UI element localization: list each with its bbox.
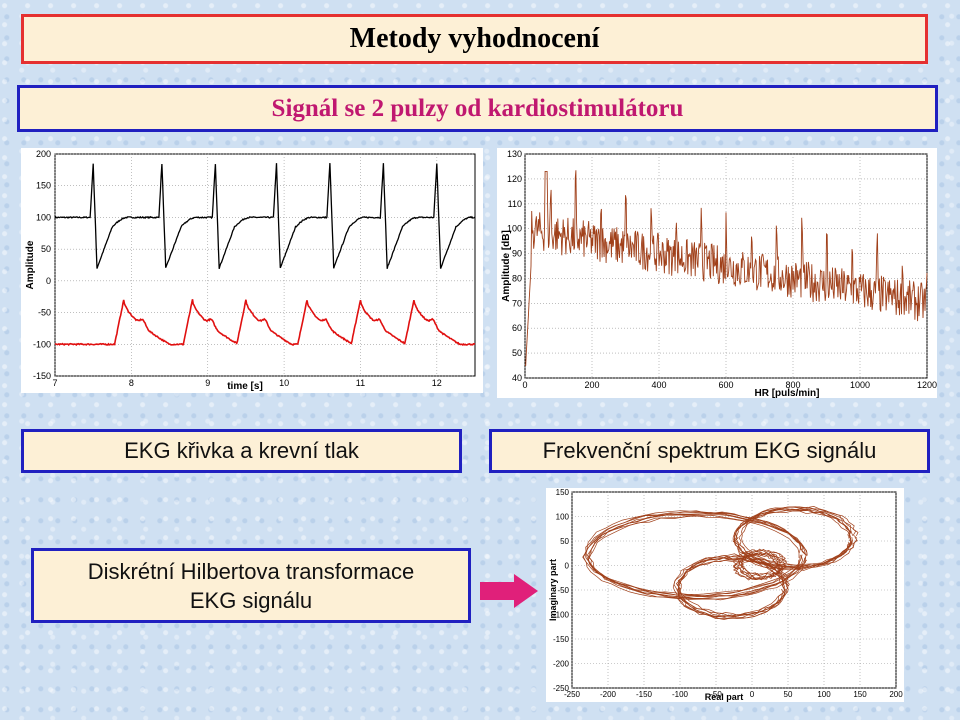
spectrum-y-axis-label: Amplitude [dB] [501,230,512,302]
hilbert-chart-panel: -250 -200 -150 -100 -50 0 50 100 150 200 150 100 50 0… [546,488,904,702]
hilbert-caption-box: Diskrétní Hilbertova transformace EKG si… [31,548,471,623]
subtitle-banner: Signál se 2 pulzy od kardiostimulátoru [17,85,938,132]
hilbert-loop-3 [676,558,789,620]
ekg-chart: 7 8 9 10 11 12 200 150 100 50 0 -50 -100 -150 time [s]… [25,149,476,392]
hilbert-loop-3 [672,557,785,619]
ekg-x-tick-label: 11 [356,378,365,388]
hilbert-x-tick-label: -100 [672,690,689,699]
ekg-y-tick-label: 50 [41,244,51,254]
spectrum-y-tick-label: 70 [512,298,522,308]
ekg-y-tick-label: 0 [46,276,51,286]
spectrum-x-axis-label: HR [puls/min] [755,388,820,398]
ekg-y-tick-label: 200 [36,149,51,159]
spectrum-chart: 0 200 400 600 800 1000 1200 130 120 110 100 90 80 70 6… [501,149,937,399]
hilbert-loop-2 [733,508,853,568]
spectrum-chart-panel: 0 200 400 600 800 1000 1200 130 120 110 100 90 80 70 6… [497,148,937,399]
ekg-y-tick-label: -50 [38,308,51,318]
spectrum-y-tick-label: 100 [507,224,522,234]
spectrum-y-tick-label: 50 [512,348,522,358]
hilbert-loop-4 [732,554,781,581]
hilbert-loop-2 [734,510,852,571]
spectrum-y-tick-label: 60 [512,323,522,333]
hilbert-x-tick-label: 150 [853,690,867,699]
spectrum-x-tick-label: 1200 [917,380,937,390]
hilbert-caption-line1: Diskrétní Hilbertova transformace [87,558,415,584]
spectrum-y-tick-label: 110 [508,199,522,209]
hilbert-loop-4 [739,551,787,580]
ekg-x-tick-label: 12 [432,378,442,388]
hilbert-y-tick-label: 150 [556,488,570,497]
hilbert-x-tick-label: -200 [600,690,617,699]
spectrum-y-tick-label: 80 [512,273,522,283]
spectrum-x-tick-label: 800 [785,380,800,390]
ekg-y-tick-label: -150 [33,371,51,381]
hilbert-loop-2 [735,506,854,567]
spectrum-y-tick-label: 40 [512,373,522,383]
ekg-x-tick-label: 10 [279,378,289,388]
ekg-x-tick-label: 7 [52,378,57,388]
hilbert-caption-line2: EKG signálu [189,587,313,613]
spectrum-x-tick-label: 1000 [850,380,870,390]
right-arrow-icon [480,574,538,608]
ekg-x-tick-label: 9 [205,378,210,388]
hilbert-x-tick-label: -150 [636,690,653,699]
spectrum-y-tick-label: 120 [507,174,522,184]
spectrum-y-tick-label: 90 [512,249,522,259]
hilbert-x-tick-label: 200 [889,690,903,699]
ekg-x-tick-label: 8 [129,378,134,388]
spectrum-caption-box: Frekvenční spektrum EKG signálu [489,429,930,473]
title-banner: Metody vyhodnocení [21,14,928,64]
hilbert-y-tick-label: -200 [553,660,570,669]
hilbert-x-tick-label: 50 [784,690,793,699]
spectrum-x-tick-label: 0 [522,380,527,390]
hilbert-loop-4 [740,548,787,577]
hilbert-loop-2 [738,508,858,570]
hilbert-y-tick-label: 0 [565,562,570,571]
hilbert-x-tick-label: 100 [817,690,831,699]
page-title: Metody vyhodnocení [349,23,600,54]
ekg-series-line [54,163,476,269]
page-subtitle: Signál se 2 pulzy od kardiostimulátoru [271,94,684,122]
ekg-chart-panel: 7 8 9 10 11 12 200 150 100 50 0 -50 -100 -150 time [s]… [21,148,483,393]
ekg-plot-area [54,153,476,377]
ekg-y-axis-label: Amplitude [25,240,36,289]
hilbert-y-tick-label: -250 [553,684,570,693]
hilbert-y-tick-label: -150 [553,635,570,644]
ekg-y-tick-label: 100 [36,212,51,222]
ekg-caption-box: EKG křivka a krevní tlak [21,429,462,473]
hilbert-loop-3 [677,553,790,616]
spectrum-x-tick-label: 400 [651,380,666,390]
hilbert-loop-4 [738,552,784,580]
hilbert-y-tick-label: -50 [557,586,569,595]
hilbert-x-tick-label: 0 [750,690,755,699]
spectrum-x-tick-label: 600 [718,380,733,390]
hilbert-x-axis-label: Real part [705,692,744,702]
spectrum-series-line [525,170,928,367]
pressure-series-line [54,299,476,347]
spectrum-y-tick-label: 130 [507,149,522,159]
hilbert-y-axis-label: Imaginary part [548,559,558,621]
hilbert-loop-1 [586,513,807,599]
hilbert-loop-1 [582,510,803,596]
hilbert-y-tick-label: -100 [553,611,570,620]
ekg-y-tick-label: -100 [33,339,51,349]
hilbert-loop-2 [733,510,853,569]
ekg-x-axis-label: time [s] [227,381,263,392]
spectrum-caption: Frekvenční spektrum EKG signálu [542,438,877,463]
hilbert-y-tick-label: 50 [560,537,569,546]
hilbert-x-tick-label: -50 [710,690,722,699]
hilbert-chart: -250 -200 -150 -100 -50 0 50 100 150 200 150 100 50 0… [548,488,903,702]
hilbert-y-tick-label: 100 [556,513,570,522]
hilbert-x-tick-label: -250 [564,690,581,699]
ekg-caption: EKG křivka a krevní tlak [124,438,359,463]
spectrum-x-tick-label: 200 [584,380,599,390]
ekg-y-tick-label: 150 [36,181,51,191]
